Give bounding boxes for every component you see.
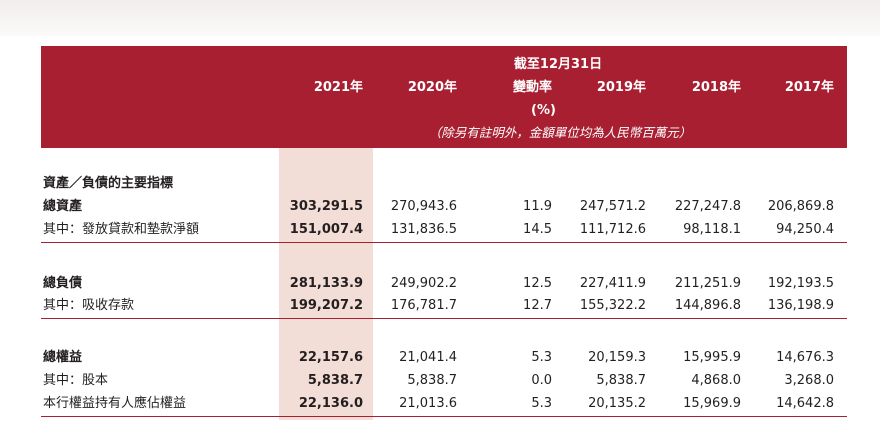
cell-total-assets-2021: 303,291.5 bbox=[289, 199, 363, 214]
row-label-share-capital: 其中：股本 bbox=[43, 373, 109, 388]
cell-total-equity-change: 5.3 bbox=[531, 350, 552, 365]
cell-total-equity-2021: 22,157.6 bbox=[298, 350, 363, 365]
cell-share-capital-change: 0.0 bbox=[531, 373, 552, 388]
currency-note: （除另有註明外，金額單位均為人民幣百萬元） bbox=[428, 125, 692, 140]
cell-total-liabilities-2019: 227,411.9 bbox=[579, 276, 646, 291]
column-header-2020: 2020年 bbox=[407, 80, 457, 95]
column-header-2018: 2018年 bbox=[691, 80, 741, 95]
cell-equity-attributable-2018: 15,969.9 bbox=[683, 396, 741, 411]
cell-equity-attributable-2019: 20,135.2 bbox=[588, 396, 646, 411]
cell-equity-attributable-change: 5.3 bbox=[531, 396, 552, 411]
cell-deposits-2020: 176,781.7 bbox=[390, 298, 457, 313]
cell-share-capital-2019: 5,838.7 bbox=[596, 373, 646, 388]
cell-total-liabilities-2021: 281,133.9 bbox=[289, 276, 363, 291]
cell-total-assets-change: 11.9 bbox=[523, 199, 552, 214]
cell-deposits-2019: 155,322.2 bbox=[579, 298, 646, 313]
cell-share-capital-2021: 5,838.7 bbox=[307, 373, 363, 388]
current-year-highlight-column bbox=[279, 148, 373, 420]
cell-net-loans-2020: 131,836.5 bbox=[390, 222, 457, 237]
cell-net-loans-2018: 98,118.1 bbox=[683, 222, 741, 237]
cell-deposits-change: 12.7 bbox=[523, 298, 552, 313]
cell-net-loans-2021: 151,007.4 bbox=[289, 222, 363, 237]
row-label-total-assets: 總資產 bbox=[43, 199, 83, 214]
group-divider bbox=[41, 242, 847, 243]
cell-equity-attributable-2021: 22,136.0 bbox=[298, 396, 363, 411]
column-header-2019: 2019年 bbox=[596, 80, 646, 95]
row-label-total-liabilities: 總負債 bbox=[43, 276, 83, 291]
cell-net-loans-change: 14.5 bbox=[523, 222, 552, 237]
column-header-change-rate: 變動率 bbox=[512, 80, 552, 95]
cell-total-equity-2018: 15,995.9 bbox=[683, 350, 741, 365]
cell-total-equity-2020: 21,041.4 bbox=[399, 350, 457, 365]
cell-total-liabilities-2018: 211,251.9 bbox=[674, 276, 741, 291]
page-top-band bbox=[0, 0, 880, 36]
group-divider bbox=[41, 318, 847, 319]
column-header-2021: 2021年 bbox=[313, 80, 363, 95]
cell-net-loans-2019: 111,712.6 bbox=[579, 222, 646, 237]
cell-total-equity-2019: 20,159.3 bbox=[588, 350, 646, 365]
section-title: 資產／負債的主要指標 bbox=[43, 176, 174, 191]
cell-total-equity-2017: 14,676.3 bbox=[776, 350, 834, 365]
cell-total-assets-2019: 247,571.2 bbox=[579, 199, 646, 214]
row-label-net-loans: 其中：發放貸款和墊款淨額 bbox=[43, 222, 200, 237]
cell-deposits-2018: 144,896.8 bbox=[674, 298, 741, 313]
cell-deposits-2021: 199,207.2 bbox=[289, 298, 363, 313]
period-label: 截至12月31日 bbox=[513, 57, 603, 72]
cell-share-capital-2017: 3,268.0 bbox=[784, 373, 834, 388]
cell-net-loans-2017: 94,250.4 bbox=[776, 222, 834, 237]
cell-deposits-2017: 136,198.9 bbox=[767, 298, 834, 313]
cell-equity-attributable-2017: 14,642.8 bbox=[776, 396, 834, 411]
cell-total-liabilities-2017: 192,193.5 bbox=[767, 276, 834, 291]
table-header-band bbox=[41, 46, 847, 148]
cell-total-liabilities-2020: 249,902.2 bbox=[390, 276, 457, 291]
table-bottom-rule bbox=[41, 416, 847, 417]
cell-share-capital-2018: 4,868.0 bbox=[691, 373, 741, 388]
cell-total-liabilities-change: 12.5 bbox=[523, 276, 552, 291]
column-header-2017: 2017年 bbox=[784, 80, 834, 95]
row-label-total-equity: 總權益 bbox=[43, 350, 83, 365]
row-label-equity-attributable: 本行權益持有人應佔權益 bbox=[43, 396, 187, 411]
cell-total-assets-2017: 206,869.8 bbox=[767, 199, 834, 214]
cell-total-assets-2020: 270,943.6 bbox=[390, 199, 457, 214]
cell-total-assets-2018: 227,247.8 bbox=[674, 199, 741, 214]
cell-equity-attributable-2020: 21,013.6 bbox=[399, 396, 457, 411]
cell-share-capital-2020: 5,838.7 bbox=[407, 373, 457, 388]
change-rate-unit: (%) bbox=[531, 103, 556, 118]
row-label-deposits: 其中：吸收存款 bbox=[43, 298, 135, 313]
